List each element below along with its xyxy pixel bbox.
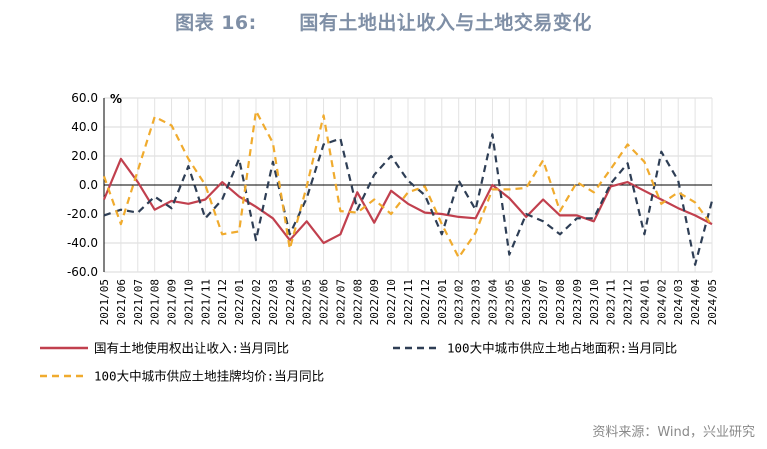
legend-item-3: 100大中城市供应土地挂牌均价:当月同比 (40, 369, 324, 384)
y-tick-label: 20.0 (71, 149, 98, 163)
x-tick-label: 2022/05 (301, 279, 314, 325)
x-tick-label: 2021/09 (166, 279, 179, 325)
y-tick-labels: 60.0 40.0 20.0 0.0 -20.0 -40.0 -60.0 (67, 91, 98, 279)
x-tick-label: 2022/09 (368, 279, 381, 325)
source-note: 资料来源：Wind，兴业研究 (592, 425, 755, 440)
legend-item-2: 100大中城市供应土地占地面积:当月同比 (393, 341, 677, 356)
x-tick-label: 2022/04 (284, 279, 297, 326)
x-tick-label: 2023/03 (470, 279, 483, 325)
legend: 国有土地使用权出让收入:当月同比 100大中城市供应土地占地面积:当月同比 100大… (40, 341, 677, 384)
x-tick-label: 2023/02 (453, 279, 466, 325)
axes (103, 98, 712, 272)
x-tick-label: 2023/12 (622, 279, 635, 325)
x-tick-label: 2023/09 (571, 279, 584, 325)
legend-label: 100大中城市供应土地挂牌均价:当月同比 (94, 369, 324, 384)
x-tick-label: 2023/04 (486, 279, 499, 326)
x-tick-label: 2022/01 (233, 279, 246, 325)
x-tick-label: 2021/12 (216, 279, 229, 325)
y-tick-label: -20.0 (67, 207, 98, 221)
x-tick-label: 2022/06 (318, 279, 331, 325)
x-tick-label: 2021/10 (182, 279, 195, 325)
x-tick-label: 2022/03 (267, 279, 280, 325)
x-tick-label: 2022/11 (402, 279, 415, 325)
x-tick-label: 2024/05 (706, 279, 719, 325)
x-tick-labels: 2021/05 2021/06 2021/07 2021/08 2021/09 2021/… (98, 279, 719, 326)
x-tick-label: 2021/07 (132, 279, 145, 325)
x-tick-label: 2022/10 (385, 279, 398, 325)
y-tick-label: 40.0 (71, 120, 98, 134)
y-tick-label: 60.0 (71, 91, 98, 105)
y-tick-label: -40.0 (67, 236, 98, 250)
x-tick-label: 2021/06 (115, 279, 128, 325)
y-axis-unit: % (110, 92, 122, 106)
x-tick-label: 2024/04 (689, 279, 702, 326)
x-tick-label: 2021/11 (199, 279, 212, 325)
x-tick-label: 2023/11 (605, 279, 618, 325)
x-tick-label: 2021/08 (149, 279, 162, 325)
x-tick-label: 2024/01 (638, 279, 651, 325)
x-tick-label: 2023/05 (503, 279, 516, 325)
x-tick-label: 2024/02 (655, 279, 668, 325)
x-tick-label: 2023/10 (588, 279, 601, 325)
series-line-1 (102, 157, 713, 245)
x-tick-label: 2023/08 (554, 279, 567, 325)
x-tick-label: 2023/07 (537, 279, 550, 325)
x-tick-label: 2022/02 (250, 279, 263, 325)
y-tick-label: 0.0 (79, 178, 98, 192)
x-tick-label: 2022/08 (351, 279, 364, 325)
x-tick-label: 2023/01 (436, 279, 449, 325)
y-tick-label: -60.0 (67, 265, 98, 279)
figure-title: 图表 16: 国有土地出让收入与土地交易变化 (175, 12, 592, 34)
legend-label: 国有土地使用权出让收入:当月同比 (94, 341, 289, 356)
x-tick-label: 2022/12 (419, 279, 432, 325)
legend-label: 100大中城市供应土地占地面积:当月同比 (447, 341, 677, 356)
x-tick-label: 2024/03 (672, 279, 685, 325)
series-lines (102, 109, 714, 266)
x-tick-label: 2021/05 (98, 279, 111, 325)
legend-item-1: 国有土地使用权出让收入:当月同比 (40, 341, 289, 356)
x-tick-label: 2023/06 (520, 279, 533, 325)
x-tick-label: 2022/07 (334, 279, 347, 325)
